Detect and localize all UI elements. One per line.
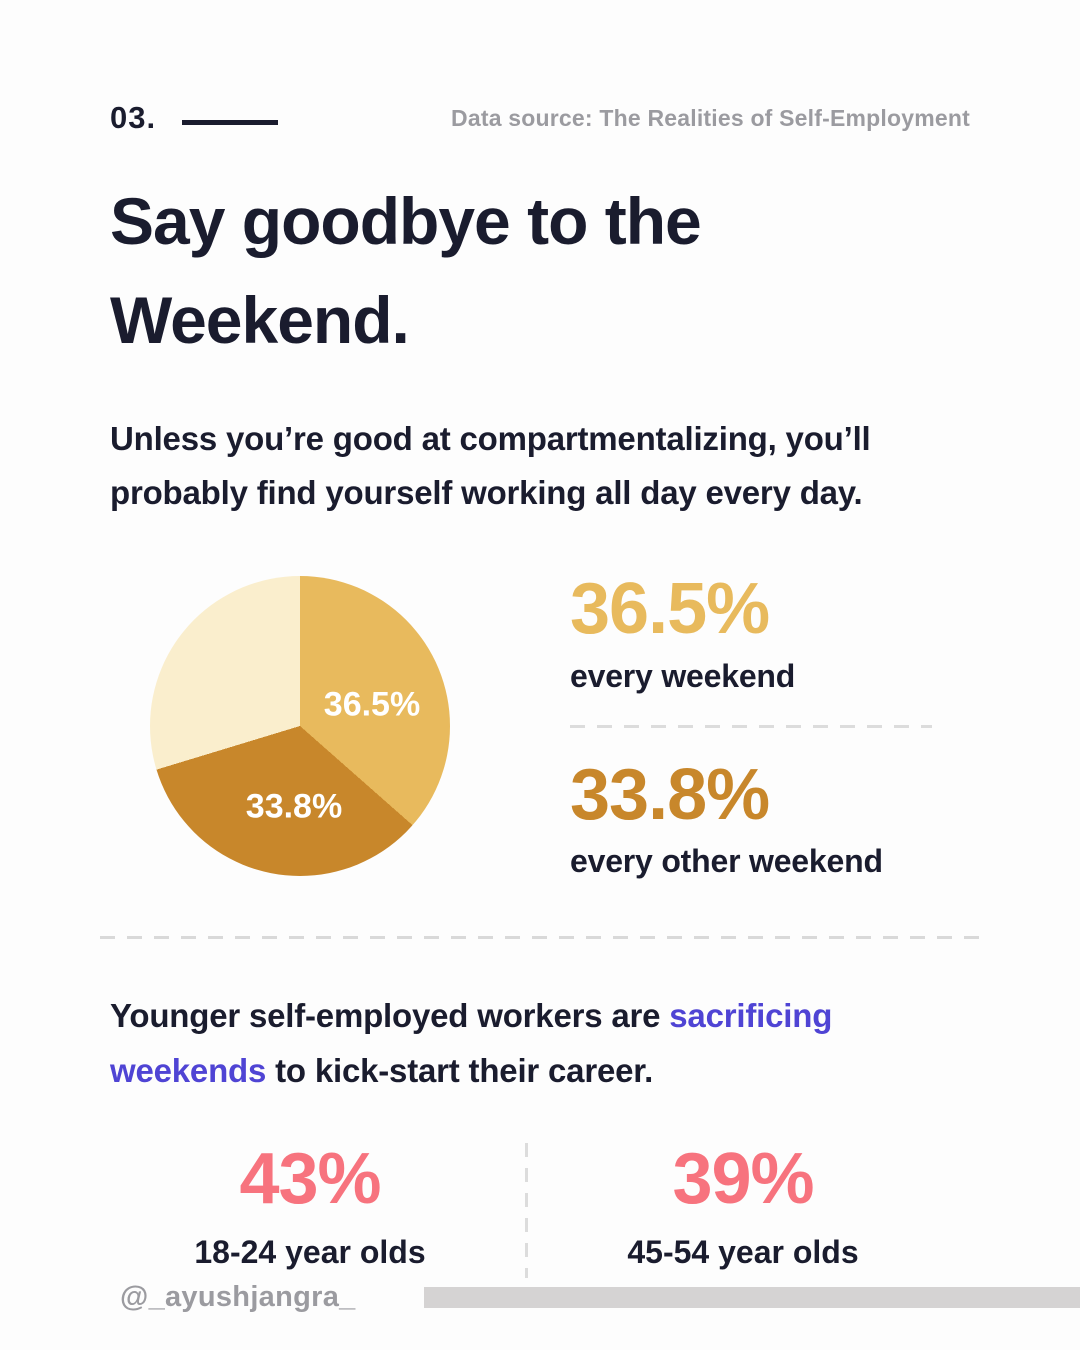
index-rule — [182, 119, 279, 125]
stat-45-54: 39% 45-54 year olds — [543, 1138, 943, 1278]
age-stats: 43% 18-24 year olds 39% 45-54 year olds — [110, 1138, 970, 1278]
subtitle: Unless you’re good at compartmentalizing… — [110, 420, 871, 512]
stat-label-45-54: 45-54 year olds — [627, 1233, 859, 1270]
stat-value-45-54: 39% — [672, 1138, 814, 1219]
stat-label-every-other-weekend: every other weekend — [570, 843, 883, 880]
slide-index: 03. — [110, 100, 279, 136]
stat-every-other-weekend: 33.8% every other weekend — [570, 754, 932, 881]
footer: @_ayushjangra_ — [0, 1281, 1080, 1314]
stat-value-every-weekend: 36.5% — [570, 569, 770, 650]
stat-18-24: 43% 18-24 year olds — [110, 1138, 510, 1278]
stat-label-every-weekend: every weekend — [570, 657, 796, 694]
stat-value-18-24: 43% — [239, 1138, 381, 1219]
highlight-text: sacrificing weekends — [110, 997, 833, 1089]
age-stats-divider — [525, 1142, 528, 1278]
pie-slice-label-every-other-weekend: 33.8% — [245, 787, 343, 826]
author-handle: @_ayushjangra_ — [120, 1281, 356, 1313]
stat-label-18-24: 18-24 year olds — [194, 1233, 426, 1270]
data-source: Data source: The Realities of Self-Emplo… — [451, 104, 970, 131]
weekend-stats: 36.5% every weekend 33.8% every other we… — [570, 572, 932, 880]
section-divider — [100, 936, 990, 940]
stat-value-every-other-weekend: 33.8% — [570, 754, 770, 835]
stat-every-weekend: 36.5% every weekend — [570, 572, 932, 695]
pie-slice-label-every-weekend: 36.5% — [323, 685, 421, 724]
page-title: Say goodbye to the Weekend. — [110, 184, 702, 357]
header: 03. Data source: The Realities of Self-E… — [110, 100, 970, 136]
younger-text-after: to kick-start their career. — [266, 1051, 654, 1089]
chart-section: 36.5% 33.8% 36.5% every weekend 33.8% ev… — [110, 572, 970, 880]
pie-chart-wrap: 36.5% 33.8% — [150, 576, 450, 877]
pie-chart — [150, 576, 450, 877]
stats-separator — [570, 724, 932, 728]
younger-text-before: Younger self-employed workers are — [110, 997, 670, 1035]
younger-workers-text: Younger self-employed workers are sacrif… — [110, 989, 970, 1097]
slide-index-label: 03. — [110, 100, 157, 135]
progress-bar — [423, 1287, 1080, 1308]
